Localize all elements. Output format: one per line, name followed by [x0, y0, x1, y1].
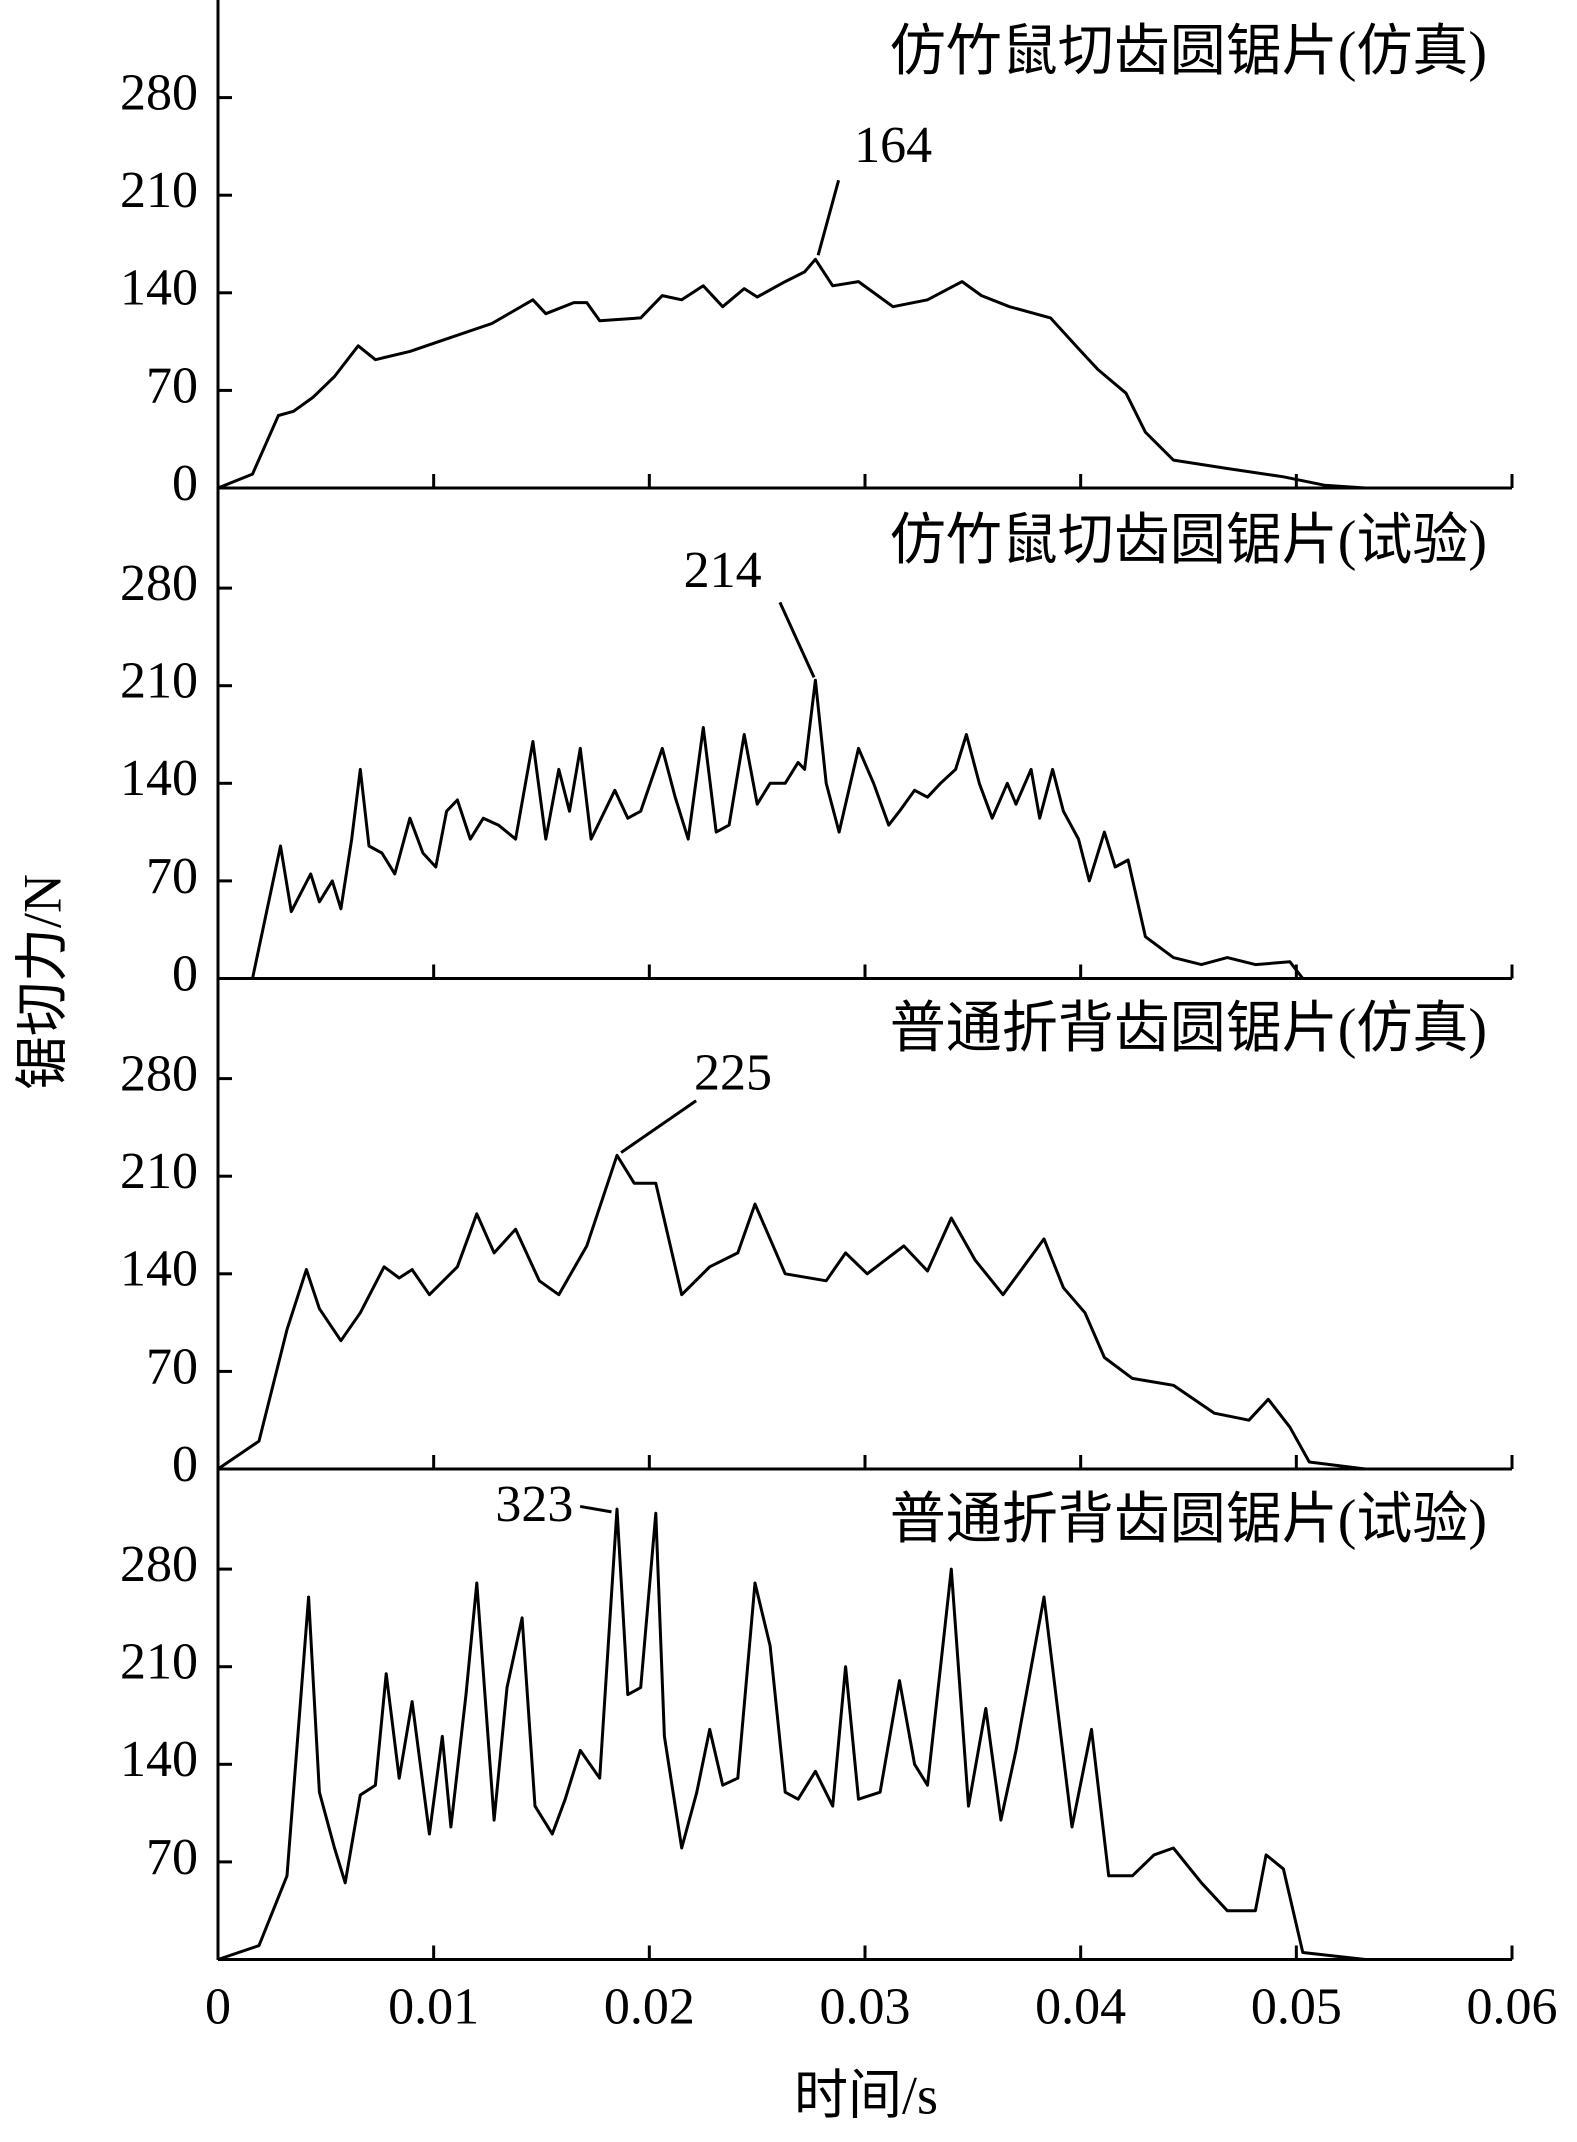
peak-annotation: 164 [854, 117, 932, 174]
y-tick-label: 280 [120, 65, 198, 122]
x-axis-label: 时间/s [794, 2065, 938, 2125]
y-tick-label: 70 [146, 848, 198, 905]
force-curve [217, 1153, 1366, 1471]
x-tick-label: 0.05 [1251, 1978, 1342, 2035]
force-curve [217, 1507, 1366, 1961]
peak-annotation: 225 [694, 1044, 772, 1101]
force-curve [217, 257, 1366, 490]
force-curve [218, 678, 1366, 980]
annotation-leader [579, 1504, 612, 1514]
annotation-leader [620, 1099, 697, 1154]
y-tick-label: 280 [120, 1046, 198, 1103]
x-tick-label: 0.01 [388, 1978, 479, 2035]
y-tick-label: 0 [172, 1436, 198, 1493]
y-tick-label: 0 [172, 945, 198, 1002]
x-tick-label: 0 [205, 1978, 231, 2035]
y-tick-label: 210 [120, 1143, 198, 1200]
panel-title: 普通折背齿圆锯片(试验) [890, 1489, 1487, 1551]
y-tick-label: 0 [172, 455, 198, 512]
annotation-leader [778, 601, 816, 679]
y-tick-label: 140 [120, 1731, 198, 1788]
y-tick-label: 140 [120, 1241, 198, 1298]
x-tick-label: 0.06 [1467, 1978, 1558, 2035]
y-tick-label: 70 [146, 1338, 198, 1395]
y-tick-label: 70 [146, 357, 198, 414]
peak-annotation: 214 [684, 542, 762, 599]
y-tick-label: 140 [120, 750, 198, 807]
annotation-leader [816, 179, 841, 256]
y-tick-label: 280 [120, 555, 198, 612]
y-tick-label: 280 [120, 1536, 198, 1593]
y-tick-label: 140 [120, 260, 198, 317]
x-tick-label: 0.02 [604, 1978, 695, 2035]
panel-title: 仿竹鼠切齿圆锯片(仿真) [890, 21, 1487, 83]
x-tick-label: 0.03 [820, 1978, 911, 2035]
peak-annotation: 323 [495, 1476, 573, 1533]
y-tick-label: 210 [120, 162, 198, 219]
y-tick-label: 210 [120, 1634, 198, 1691]
x-tick-label: 0.04 [1035, 1978, 1126, 2035]
y-tick-label: 210 [120, 653, 198, 710]
y-axis-label: 锯切力/N [12, 874, 72, 1090]
y-tick-label: 70 [146, 1829, 198, 1886]
panel-title: 仿竹鼠切齿圆锯片(试验) [890, 510, 1487, 572]
panel-title: 普通折背齿圆锯片(仿真) [890, 998, 1487, 1060]
